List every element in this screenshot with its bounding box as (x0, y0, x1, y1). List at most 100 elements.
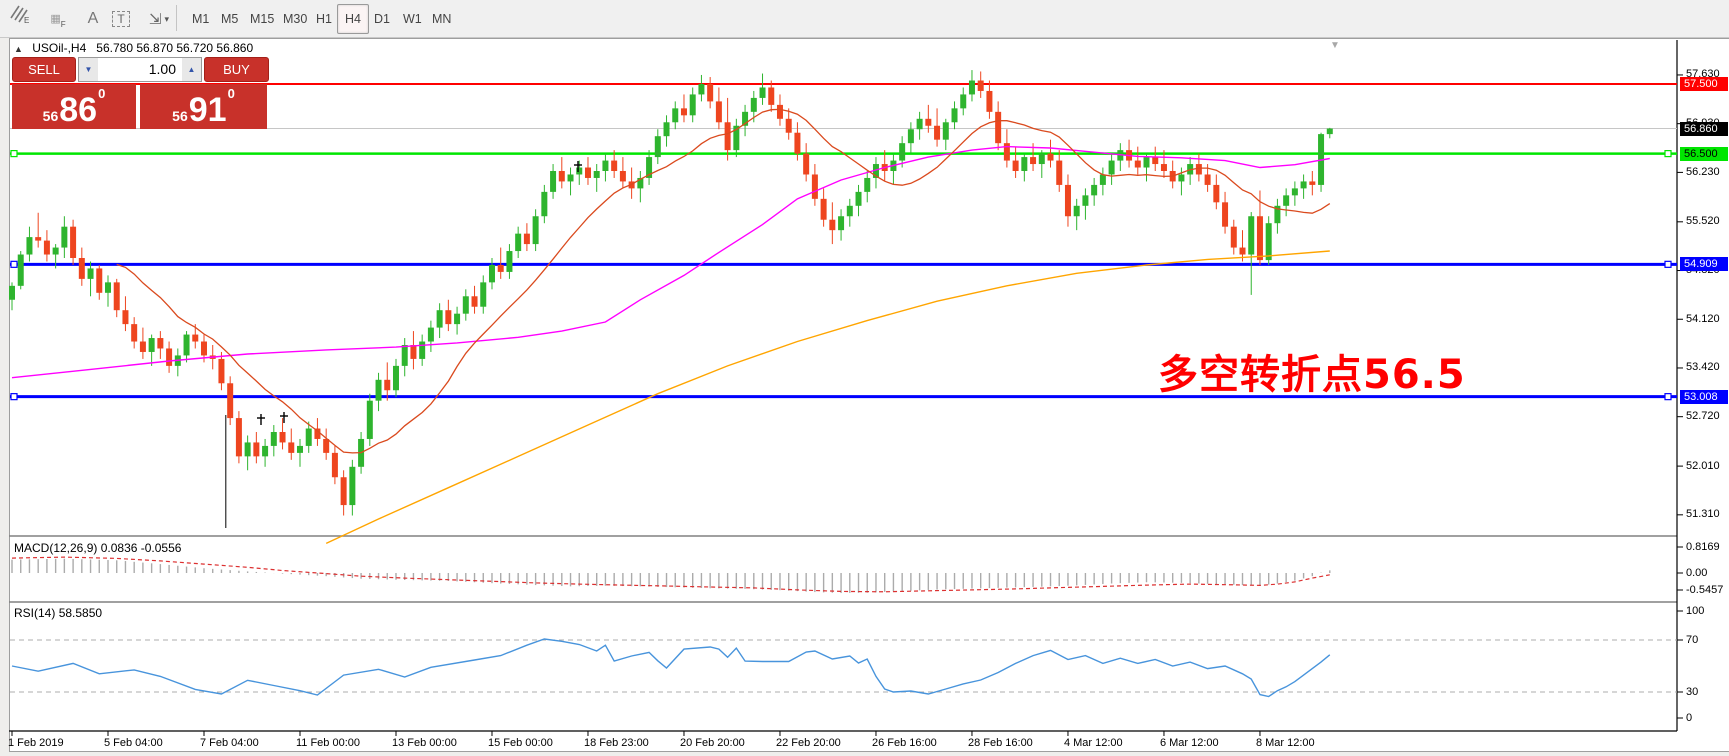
text-label-icon[interactable]: A (87, 10, 99, 27)
candle-body (235, 418, 242, 457)
candle-body (960, 94, 967, 109)
volume-input[interactable]: ▼ 1.00 ▲ (78, 57, 202, 82)
annotation-text: 多空转折点56.5 (1158, 352, 1466, 398)
candle-body (1099, 174, 1106, 185)
candle-body (532, 216, 539, 245)
hline-handle[interactable] (1664, 150, 1672, 158)
candle-body (244, 442, 251, 457)
timeframe-m1[interactable]: M1 (192, 12, 210, 26)
timeframe-d1[interactable]: D1 (374, 12, 390, 26)
candle-body (61, 226, 68, 248)
candle-body (375, 379, 382, 401)
rsi-axis-label: 30 (1686, 685, 1699, 698)
candle-body (323, 438, 330, 453)
volume-decrease-button[interactable]: ▼ (79, 58, 98, 81)
price-tick-label: 55.520 (1686, 215, 1720, 228)
candle-body (1195, 164, 1202, 175)
candle-body (1291, 188, 1298, 196)
candle-body (113, 282, 120, 311)
collapse-icon[interactable]: ▲ (14, 44, 23, 54)
time-label: 5 Feb 04:00 (103, 737, 163, 749)
candle-body (576, 167, 583, 175)
price-tick-label: 53.420 (1686, 361, 1720, 374)
data-window-icon[interactable]: ▦F (50, 12, 67, 29)
candle-body (733, 125, 740, 151)
timeframe-w1[interactable]: W1 (403, 12, 422, 26)
timeframe-h1[interactable]: H1 (316, 12, 332, 26)
hline-handle[interactable] (1664, 393, 1672, 401)
volume-increase-button[interactable]: ▲ (182, 58, 201, 81)
candle-body (445, 310, 452, 325)
candle-body (689, 94, 696, 116)
timeframe-m30[interactable]: M30 (283, 12, 308, 26)
ask-small: 56 (172, 108, 188, 124)
sell-button[interactable]: SELL (12, 57, 76, 82)
arrows-icon[interactable]: ⇲ ▾ (148, 11, 170, 28)
candle-body (262, 445, 269, 457)
hline-handle[interactable] (10, 150, 18, 158)
chart-ohlc-label: 56.780 56.870 56.720 56.860 (96, 41, 254, 55)
candle-body (454, 313, 461, 325)
candle-body (305, 428, 312, 446)
candle-body (1178, 174, 1185, 182)
text-box-icon[interactable]: T (104, 3, 138, 35)
timeframe-m15[interactable]: M15 (250, 12, 275, 26)
candle-body (480, 282, 487, 307)
candle-body (1204, 174, 1211, 185)
candle-body (672, 108, 679, 123)
hline-handle[interactable] (10, 260, 18, 268)
price-tick-label: 56.230 (1686, 165, 1720, 178)
candle-body (611, 160, 618, 171)
time-label: 4 Mar 12:00 (1063, 737, 1123, 749)
candle-body (131, 324, 138, 342)
timeframe-m5[interactable]: M5 (221, 12, 239, 26)
price-tick-label: 52.010 (1686, 459, 1720, 472)
chart-title: ▲ USOil-,H4 56.780 56.870 56.720 56.860 (14, 41, 253, 55)
candle-body (35, 237, 42, 241)
candle-body (1213, 184, 1220, 203)
timeframe-mn[interactable]: MN (432, 12, 452, 26)
macd-axis-label: 0.00 (1686, 566, 1708, 579)
candle-body (1160, 164, 1167, 171)
candle-body (1056, 160, 1063, 185)
volume-value[interactable]: 1.00 (148, 61, 176, 77)
chart-window[interactable] (9, 38, 1729, 752)
candle-body (602, 160, 609, 171)
candle-body (253, 442, 260, 457)
candle-body (593, 171, 600, 178)
expert-advisors-icon[interactable]: E (8, 3, 42, 35)
candle-body (1274, 205, 1281, 224)
candle-body (314, 428, 321, 439)
bid-price[interactable]: 56 86 0 (12, 84, 136, 129)
candle-body (279, 432, 286, 443)
candle-body (916, 118, 923, 130)
candle-body (637, 177, 644, 189)
hline-handle[interactable] (1664, 260, 1672, 268)
buy-button[interactable]: BUY (204, 57, 269, 82)
candle-body (1030, 157, 1037, 165)
timeframe-h4[interactable]: H4 (337, 4, 369, 34)
candle-body (148, 338, 155, 352)
bid-sup: 0 (98, 86, 106, 101)
shift-marker-icon[interactable]: ▼ (1330, 40, 1340, 51)
candle-body (977, 80, 984, 91)
price-level-box: 57.500 (1680, 77, 1728, 91)
candle-body (820, 198, 827, 220)
time-label: 6 Mar 12:00 (1159, 737, 1219, 749)
candle-body (340, 477, 347, 506)
ask-price[interactable]: 56 91 0 (140, 84, 267, 129)
candle-body (1309, 181, 1316, 185)
candle-body (663, 122, 670, 137)
candle-body (680, 108, 687, 116)
price-tick-label: 51.310 (1686, 508, 1720, 521)
candle-body (1038, 153, 1045, 165)
time-label: 8 Mar 12:00 (1255, 737, 1315, 749)
rsi-axis-label: 0 (1686, 711, 1693, 724)
candle-body (384, 379, 391, 391)
hline-handle[interactable] (10, 393, 18, 401)
candle-body (139, 341, 146, 352)
ma-mid-line (11, 145, 1330, 379)
candle-body (1091, 184, 1098, 196)
candle-body (803, 153, 810, 175)
